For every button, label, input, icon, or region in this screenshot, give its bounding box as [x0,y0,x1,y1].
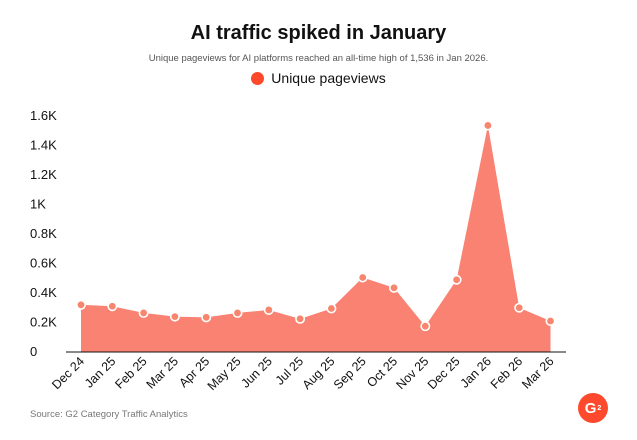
series-area [81,125,551,352]
source-note: Source: G2 Category Traffic Analytics [30,409,188,420]
data-point [232,307,243,318]
x-tick-label: Feb 26 [488,354,525,391]
y-tick-label: 0.4K [30,285,57,300]
data-point [545,316,556,327]
x-tick-label: Jan 25 [82,354,118,390]
data-point [295,313,306,324]
logo-letter: G [584,399,597,417]
chart-title: AI traffic spiked in January [190,22,447,44]
y-tick-label: 1.4K [30,138,57,153]
data-point [482,120,493,131]
data-point [388,282,399,293]
y-tick-label: 1.6K [30,108,57,123]
data-point [263,304,274,315]
legend: Unique pageviews [0,70,637,86]
legend-swatch [251,71,265,85]
x-tick-label: May 25 [205,354,244,393]
y-tick-label: 0 [30,344,37,359]
data-point [201,312,212,323]
y-tick-label: 0.6K [30,256,57,271]
data-point [76,299,87,310]
data-point [514,302,525,313]
y-tick-label: 0.8K [30,226,57,241]
x-tick-label: Jun 25 [238,354,274,390]
data-point [107,301,118,312]
x-tick-label: Mar 26 [519,354,556,391]
y-tick-label: 1.2K [30,167,57,182]
x-tick-label: Mar 25 [144,354,181,391]
legend-label: Unique pageviews [271,70,386,86]
data-point [326,303,337,314]
data-point [138,307,149,318]
logo-superscript: 2 [597,404,602,412]
x-tick-label: Sep 25 [331,354,369,392]
x-tick-label: Dec 24 [49,354,87,392]
data-point [169,311,180,322]
x-tick-label: Nov 25 [394,354,432,392]
x-tick-label: Dec 25 [425,354,463,392]
y-tick-label: 1K [30,197,46,212]
y-tick-label: 0.2K [30,315,57,330]
plot-area [76,120,556,352]
data-point [357,272,368,283]
data-point [451,274,462,285]
x-tick-label: Jan 26 [458,354,494,390]
y-axis: 0 0.2K 0.4K 0.6K 0.8K 1K 1.2K 1.4K 1.6K [30,108,57,359]
x-tick-label: Aug 25 [300,354,338,392]
data-point [420,321,431,332]
chart-subtitle: Unique pageviews for AI platforms reache… [148,53,489,64]
x-tick-label: Feb 25 [112,354,149,391]
